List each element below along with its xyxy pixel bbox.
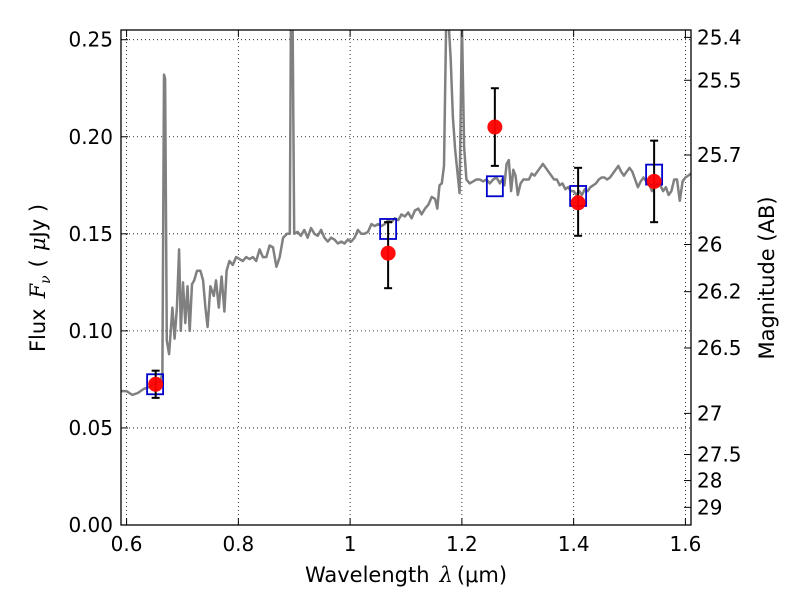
y-tick-label: 0.00 xyxy=(68,513,113,537)
observed-point xyxy=(380,245,396,261)
y2-tick-label: 26.5 xyxy=(697,336,742,360)
observed-point xyxy=(487,119,503,135)
plot-area xyxy=(121,30,691,397)
y-tick-label: 0.20 xyxy=(68,125,113,149)
y2-tick-label: 26.2 xyxy=(697,280,742,304)
x-tick-label: 1 xyxy=(344,532,357,556)
plot-frame xyxy=(120,29,692,526)
grid xyxy=(121,30,691,526)
x-tick-label: 0.8 xyxy=(222,532,254,556)
markers xyxy=(146,87,664,399)
y2-axis-label: Magnitude (AB) xyxy=(755,196,779,359)
axis-ticks: 0.6 0.8 1 1.2 1.4 1.6 0.00 0.05 0.10 0.15 0.20 0.25… xyxy=(68,25,741,556)
spectrum-line xyxy=(121,30,691,397)
observed-point xyxy=(148,376,164,392)
x-tick-label: 0.6 xyxy=(111,532,143,556)
y2-tick-label: 29 xyxy=(697,495,722,519)
y2-tick-label: 28 xyxy=(697,469,722,493)
y2-tick-label: 27.5 xyxy=(697,443,742,467)
y2-tick-label: 25.4 xyxy=(697,25,742,49)
y2-tick-label: 25.7 xyxy=(697,143,742,167)
x-tick-label: 1.6 xyxy=(670,532,702,556)
model-photometry-square xyxy=(485,175,504,198)
y2-tick-label: 25.5 xyxy=(697,68,742,92)
y-tick-label: 0.05 xyxy=(68,416,113,440)
x-tick-label: 1.4 xyxy=(558,532,590,556)
y-tick-label: 0.10 xyxy=(68,319,113,343)
y-axis-label: FluxFν(μJy ) xyxy=(26,204,54,352)
y-tick-label: 0.25 xyxy=(68,28,113,52)
y2-tick-label: 27 xyxy=(697,401,722,425)
observed-point xyxy=(570,195,586,211)
x-axis-label: Wavelength λ (μm) xyxy=(305,563,507,587)
observed-point xyxy=(646,173,662,189)
y-tick-label: 0.15 xyxy=(68,222,113,246)
x-tick-label: 1.2 xyxy=(446,532,478,556)
y2-tick-label: 26 xyxy=(697,233,722,257)
